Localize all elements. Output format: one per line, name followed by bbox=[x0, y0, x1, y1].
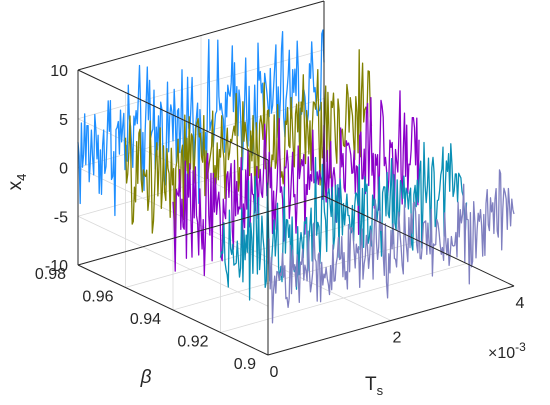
grid-line-y-floor bbox=[220, 263, 467, 333]
y-tick-label: 0.98 bbox=[35, 266, 66, 283]
box-edge-floor-right bbox=[323, 195, 515, 287]
z-tick-label: -5 bbox=[54, 209, 68, 226]
axes bbox=[77, 0, 515, 356]
y-axis-line bbox=[77, 264, 269, 356]
series-line bbox=[267, 169, 515, 324]
series-line bbox=[219, 141, 468, 301]
z-tick-label: -10 bbox=[45, 258, 68, 275]
z-tick-label: 10 bbox=[50, 63, 68, 80]
tick-labels: -10 -5 0 5 10 0.9 0.92 0.94 0.96 0.98 0 2 4 bbox=[35, 63, 525, 381]
box-edge-floor-back bbox=[77, 195, 325, 266]
z-tick-label: 5 bbox=[59, 112, 68, 129]
x-tick-label: 2 bbox=[393, 330, 402, 347]
z-tick-label: 0 bbox=[59, 161, 68, 178]
y-axis-label: β bbox=[140, 367, 152, 388]
x-tick-label: 0 bbox=[270, 364, 279, 381]
y-tick-label: 0.92 bbox=[177, 334, 208, 351]
x-axis-line bbox=[267, 285, 515, 356]
series-line bbox=[77, 29, 325, 217]
z-axis-label: x4 bbox=[5, 174, 29, 191]
box-edge-top-back bbox=[77, 0, 325, 71]
y-tick-label: 0.9 bbox=[234, 356, 256, 373]
box-edge-top-left bbox=[77, 69, 269, 161]
data-series-group bbox=[77, 29, 515, 324]
x-tick-label: 4 bbox=[516, 295, 525, 312]
x-axis-multiplier: ×10-3 bbox=[488, 340, 526, 362]
y-tick-label: 0.96 bbox=[82, 289, 113, 306]
series-line bbox=[172, 90, 420, 277]
grid-line-y-floor bbox=[125, 218, 372, 288]
x-axis-label: Ts bbox=[365, 374, 384, 398]
y-tick-label: 0.94 bbox=[130, 311, 161, 328]
